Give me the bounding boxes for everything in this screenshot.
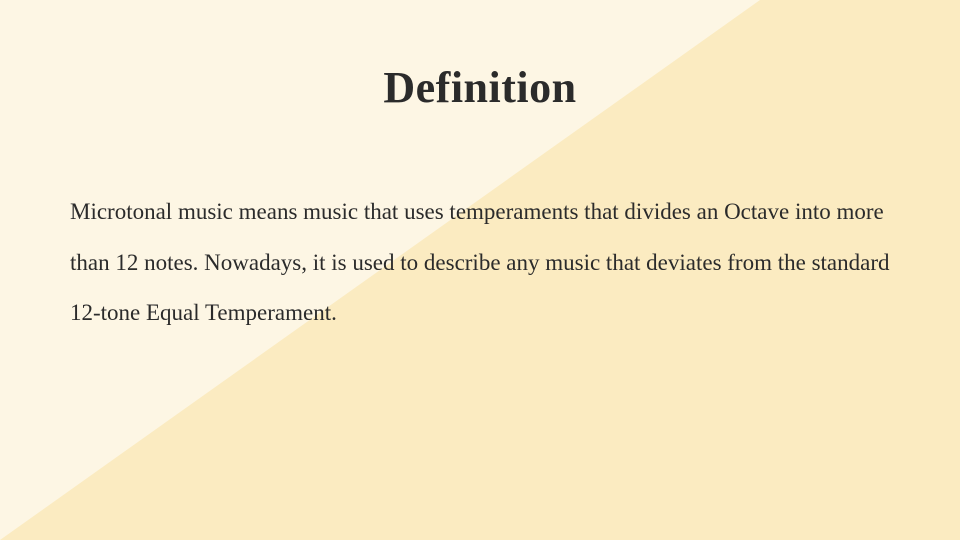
slide-content: Definition Microtonal music means music … <box>0 0 960 339</box>
slide-title: Definition <box>70 62 890 113</box>
slide: Definition Microtonal music means music … <box>0 0 960 540</box>
slide-body: Microtonal music means music that uses t… <box>70 187 890 339</box>
